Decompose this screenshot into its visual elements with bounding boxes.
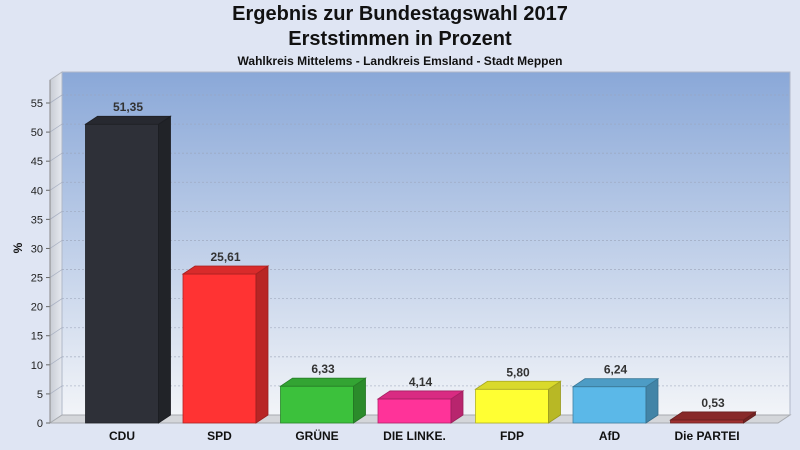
category-label: FDP [500,429,524,443]
bar-afd [571,377,660,424]
y-tick-label: 45 [31,156,43,168]
bar-side [158,115,171,424]
category-label: GRÜNE [295,428,338,443]
y-tick-label: 50 [31,127,43,139]
gridline-side [49,123,63,133]
bar-front [85,123,159,424]
category-label: SPD [207,429,232,443]
bar-front [475,388,549,424]
chart-subtitle: Erststimmen in Prozent [288,28,512,50]
bar-gr-ne [279,377,367,424]
bar-top [669,411,757,421]
y-tick-label: 30 [31,243,43,255]
gridline-side [49,269,63,278]
gridline-side [49,211,63,220]
y-tick-label: 55 [31,98,43,110]
chart-title: Ergebnis zur Bundestagswahl 2017 [232,3,568,25]
bar-die-linke [376,390,465,424]
bar-side [255,265,269,424]
category-label: CDU [109,429,135,443]
category-label: DIE LINKE. [383,429,446,443]
bar-front [377,398,452,424]
bar-spd [181,265,270,424]
category-label: AfD [599,429,621,443]
bar-die-partei [669,411,757,424]
y-tick-label: 10 [31,360,43,372]
gridline-side [49,240,63,249]
gridline-side [49,356,63,366]
y-tick-label: 40 [31,185,43,197]
bar-front [572,386,647,424]
data-label: 25,61 [210,250,240,264]
y-tick-label: 25 [31,273,43,285]
category-label: Die PARTEI [674,429,739,443]
bar-top [376,390,465,400]
y-tick-label: 5 [37,389,43,401]
bar-front [670,419,744,424]
data-label: 6,33 [311,362,335,376]
bar-front [182,273,257,424]
data-label: 51,35 [113,100,143,114]
bar-front [280,385,354,424]
bar-top [571,378,660,388]
gridline-side [49,327,63,337]
data-label: 6,24 [604,363,628,377]
bar-top [181,265,270,275]
gridline-side [49,94,63,104]
bar-top [474,380,562,390]
data-label: 0,53 [701,396,725,410]
data-label: 5,80 [506,365,530,379]
y-tick-label: 0 [37,418,43,430]
gridline-side [49,152,63,162]
bar-top [279,377,367,387]
bar-top [84,115,172,125]
bar-cdu [84,115,172,424]
y-axis-label: % [11,242,25,253]
gridline-side [49,181,63,191]
data-label: 4,14 [409,375,433,389]
y-tick-label: 15 [31,331,43,343]
gridline-side [49,298,63,307]
plot-back-wall [61,71,791,416]
y-tick-label: 20 [31,302,43,314]
chart-caption: Wahlkreis Mittelems - Landkreis Emsland … [237,54,563,68]
gridline-side [49,385,63,395]
y-tick-label: 35 [31,214,43,226]
bar-fdp [474,380,562,424]
